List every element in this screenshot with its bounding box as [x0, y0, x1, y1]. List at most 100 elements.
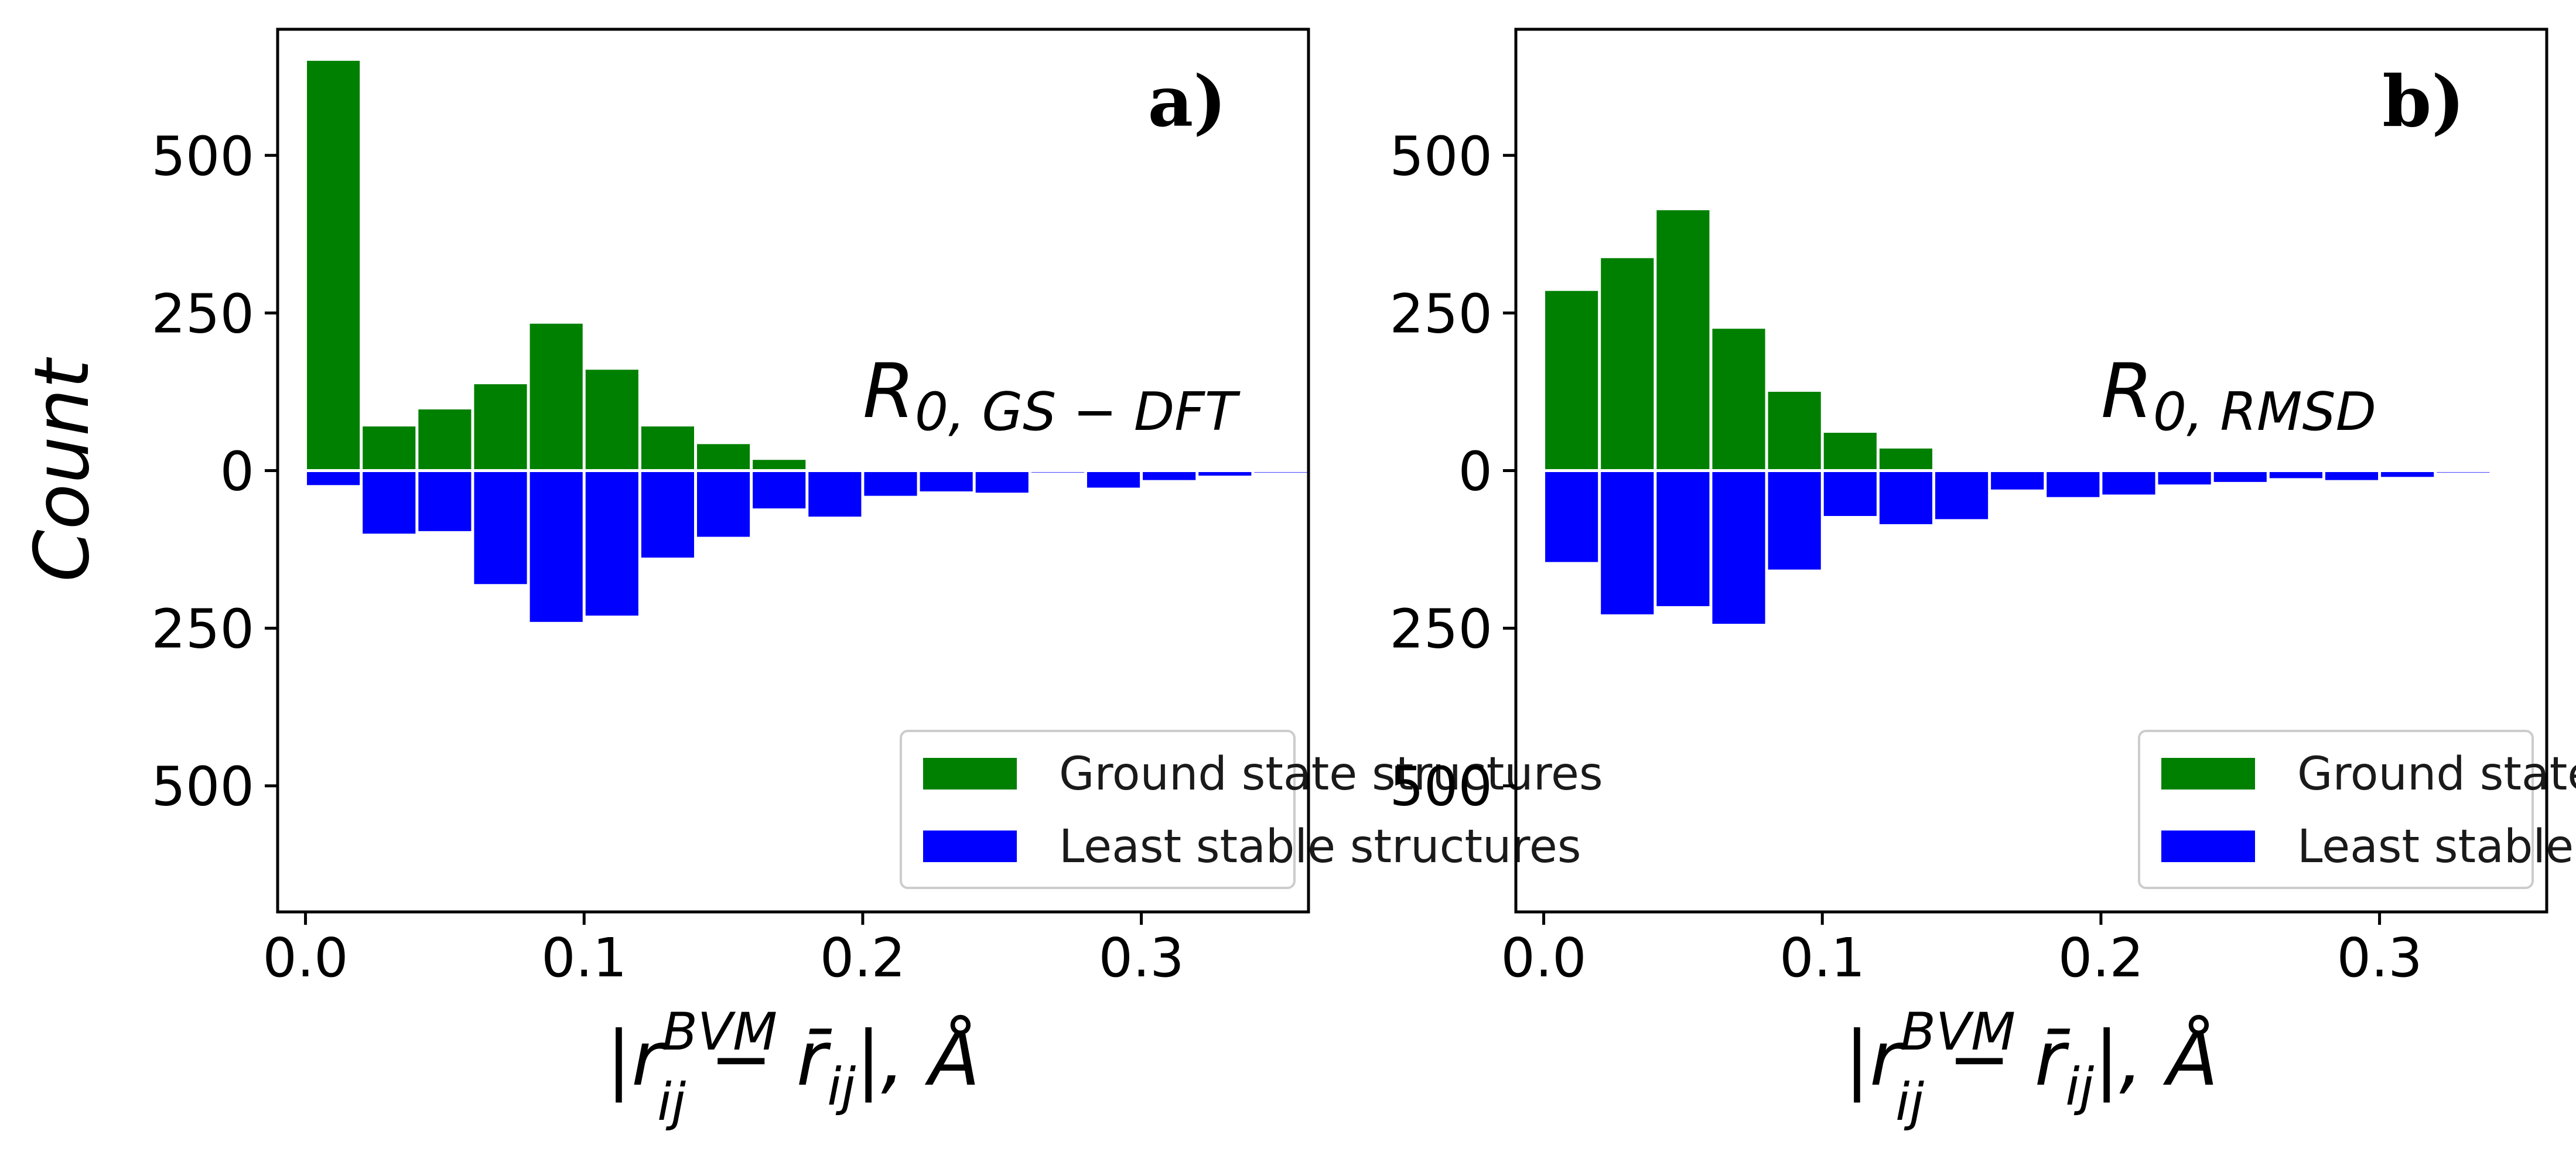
panel-b-bar-ground-3	[1712, 329, 1765, 471]
panel-a-x-tick-label-3: 0.3	[1098, 927, 1184, 989]
panel-a-xlabel-mid: − r̄	[686, 1016, 832, 1103]
panel-b-y-tick-label-1: 250	[1389, 282, 1492, 345]
panel-a-method-label: R0, GS − DFT	[863, 348, 1241, 443]
panel-a-y-tick-label-3: 250	[151, 598, 254, 661]
panel-a-bar-least-3	[474, 470, 527, 585]
panel-a-xlabel-sup: BVM	[662, 1002, 778, 1062]
panel-b-xlabel-sub1: ij	[1895, 1072, 1924, 1132]
panel-b-legend-label-ground: Ground state structures	[2297, 748, 2576, 801]
panel-a-x-tick-label-0: 0.0	[262, 927, 348, 989]
panel-a-xlabel-sub2: ij	[827, 1057, 856, 1117]
panel-a-y-tick-label-1: 250	[151, 282, 254, 345]
panel-a-bar-least-8	[753, 470, 806, 509]
panel-b-bar-least-1	[1601, 470, 1654, 614]
panel-a-xlabel-prefix: |r	[606, 1016, 667, 1103]
panel-b-y-tick-label-2: 0	[1458, 440, 1492, 503]
panel-b-xlabel-prefix: |r	[1844, 1016, 1905, 1103]
panel-a-bar-ground-4	[529, 323, 583, 471]
panel-a-bar-least-7	[697, 470, 750, 537]
panel-a-legend-label-ground: Ground state structures	[1059, 748, 1603, 801]
panel-a-bar-least-12	[975, 470, 1029, 493]
panel-b-bar-ground-5	[1823, 432, 1877, 471]
panel-b-bar-least-9	[2047, 470, 2100, 497]
panel-a-letter: a)	[1147, 60, 1226, 143]
panel-a-y-tick-label-4: 500	[151, 756, 254, 818]
panel-b-y-tick-label-0: 500	[1389, 125, 1492, 187]
panel-a-method-label-subscript: 0, GS − DFT	[915, 381, 1241, 443]
panel-a-method-label-base: R	[863, 348, 915, 435]
panel-a-bar-least-1	[363, 470, 416, 534]
panel-a-bar-least-2	[418, 470, 472, 531]
panel-a-bar-least-9	[808, 470, 862, 517]
panel-b-x-tick-label-2: 0.2	[2058, 927, 2144, 989]
panel-a-legend: Ground state structures Least stable str…	[900, 730, 1603, 889]
panel-a-x-axis-label: |rBVM ij − r̄ij|, Å	[606, 1002, 980, 1132]
panel-a-xlabel-sub1: ij	[657, 1072, 686, 1132]
panel-b-y-tick-label-3: 250	[1389, 598, 1492, 661]
panel-a-bar-ground-7	[697, 444, 750, 471]
panel-a-y-ticks: 500 250 0 250 500	[151, 125, 278, 818]
panel-b-bar-least-2	[1656, 470, 1710, 606]
panel-b-bar-ground-2	[1656, 210, 1710, 471]
panel-a-bar-least-15	[1143, 470, 1196, 480]
panel-b-legend-swatch-ground	[2161, 758, 2255, 790]
panel-b-xlabel-suffix: |, Å	[2094, 1015, 2218, 1103]
panel-b-xlabel-mid: − r̄	[1924, 1016, 2071, 1103]
panel-b: 0.0 0.1 0.2 0.3 500 250 0 250 500 b) R0, RMSD |…	[1389, 28, 2576, 1132]
panel-b-bar-ground-4	[1768, 391, 1821, 471]
panel-b-bar-least-12	[2213, 470, 2267, 482]
panel-b-bar-ground-0	[1545, 290, 1598, 471]
panel-a-bar-least-5	[585, 470, 638, 616]
panel-b-x-tick-label-0: 0.0	[1501, 927, 1586, 989]
panel-a-legend-swatch-ground	[923, 758, 1017, 790]
panel-a-bar-least-6	[641, 470, 695, 558]
panel-b-letter: b)	[2382, 60, 2465, 143]
panel-a-bar-least-11	[920, 470, 973, 492]
panel-a-bar-ground-0	[307, 60, 360, 471]
panel-b-y-tick-label-4: 500	[1389, 756, 1492, 818]
panel-b-method-label: R0, RMSD	[2101, 348, 2376, 443]
panel-b-bar-ground-1	[1601, 258, 1654, 471]
panel-b-bar-least-7	[1935, 470, 1989, 520]
panel-b-method-label-base: R	[2101, 348, 2153, 435]
panel-b-bars	[1545, 210, 2546, 624]
panel-b-x-axis-label: |rBVM ij − r̄ij|, Å	[1844, 1002, 2218, 1132]
panel-a-legend-swatch-least	[923, 831, 1017, 862]
panel-a-x-tick-label-1: 0.1	[541, 927, 627, 989]
panel-b-bar-least-6	[1879, 470, 1933, 524]
panel-a-xlabel-suffix: |, Å	[856, 1015, 980, 1103]
panel-a-y-tick-label-0: 500	[151, 125, 254, 187]
panel-b-y-ticks: 500 250 0 250 500	[1389, 125, 1516, 818]
panel-b-bar-least-10	[2102, 470, 2155, 495]
panel-a-legend-label-least: Least stable structures	[1059, 821, 1581, 873]
panel-b-legend-label-least: Least stable structures	[2297, 821, 2576, 873]
panel-b-bar-least-0	[1545, 470, 1598, 562]
panel-b-method-label-subscript: 0, RMSD	[2153, 381, 2376, 443]
panel-a-bar-ground-3	[474, 384, 527, 471]
panel-a-x-tick-label-2: 0.2	[820, 927, 906, 989]
panel-b-bar-least-3	[1712, 470, 1765, 624]
panel-b-legend-swatch-least	[2161, 831, 2255, 862]
panel-b-x-ticks: 0.0 0.1 0.2 0.3	[1501, 912, 2423, 989]
panel-b-bar-least-11	[2158, 470, 2211, 485]
panel-b-x-tick-label-3: 0.3	[2336, 927, 2422, 989]
panel-b-xlabel-sup: BVM	[1901, 1002, 2016, 1062]
panel-b-xlabel-sub2: ij	[2065, 1057, 2094, 1117]
panel-a-bar-ground-8	[753, 460, 806, 471]
panel-a-bar-ground-1	[363, 426, 416, 471]
panel-a-bar-least-14	[1087, 470, 1140, 488]
panel-a: 0.0 0.1 0.2 0.3 500 250 0 250 500 a) R0, GS − D…	[19, 28, 1603, 1132]
panel-b-bar-least-5	[1823, 470, 1877, 517]
panel-b-legend: Ground state structures Least stable str…	[2138, 730, 2576, 889]
panel-a-bar-ground-6	[641, 426, 695, 471]
panel-a-bars	[307, 60, 1307, 622]
panel-a-bar-least-10	[864, 470, 917, 496]
panel-b-x-tick-label-1: 0.1	[1779, 927, 1865, 989]
panel-a-bar-least-0	[307, 470, 360, 486]
panel-b-bar-least-13	[2269, 470, 2322, 479]
panel-b-bar-ground-6	[1879, 448, 1933, 471]
panel-b-bar-least-14	[2325, 470, 2379, 480]
panel-a-x-ticks: 0.0 0.1 0.2 0.3	[262, 912, 1184, 989]
panel-b-bar-least-15	[2381, 470, 2434, 477]
panel-b-bar-least-4	[1768, 470, 1821, 570]
